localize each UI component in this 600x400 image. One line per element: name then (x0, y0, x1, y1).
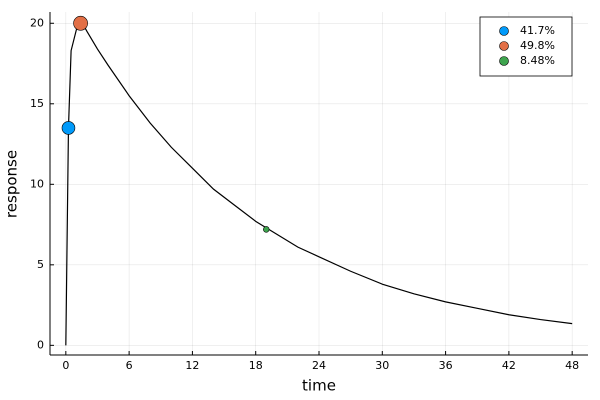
point (61, 121, 76, 135)
x-tick-label: 18 (249, 359, 263, 372)
point (73, 15, 88, 31)
y-axis-label: response (3, 150, 21, 218)
point (263, 226, 270, 233)
legend-box (479, 16, 573, 77)
legend-label: 8.48% (520, 54, 555, 67)
legend-label: 41.7% (520, 24, 555, 37)
x-tick-label: 30 (375, 359, 389, 372)
x-tick-label: 36 (439, 359, 453, 372)
y-tick-label: 15 (30, 97, 44, 110)
legend-marker (499, 26, 509, 36)
y-tick-label: 10 (30, 177, 44, 190)
x-tick-label: 0 (62, 359, 69, 372)
legend-label: 49.8% (520, 39, 555, 52)
x-axis-label: time (302, 377, 336, 395)
legend-marker (499, 56, 509, 66)
x-tick-label: 12 (185, 359, 199, 372)
y-tick-label: 0 (37, 338, 44, 351)
legend-marker (499, 41, 509, 51)
x-tick-label: 48 (565, 359, 579, 372)
x-tick-label: 42 (502, 359, 516, 372)
y-tick-label: 5 (37, 258, 44, 271)
y-tick-label: 20 (30, 16, 44, 29)
x-tick-label: 6 (126, 359, 133, 372)
x-tick-label: 24 (312, 359, 326, 372)
